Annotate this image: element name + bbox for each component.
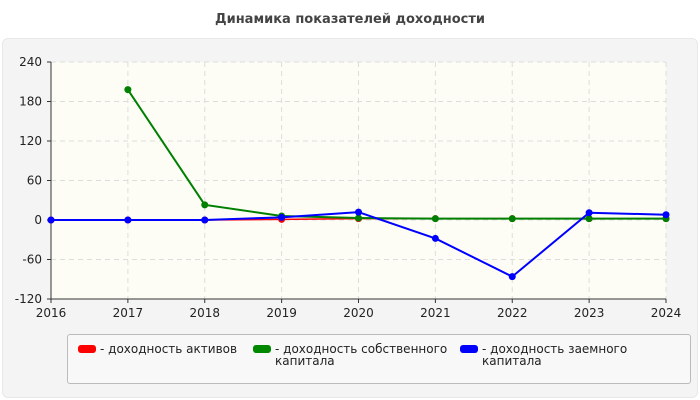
legend-label: - доходность собственного капитала <box>275 342 448 368</box>
legend-item-assets: - доходность активов <box>78 343 237 355</box>
y-tick-label: 120 <box>19 134 42 148</box>
data-point <box>124 216 132 224</box>
data-point <box>508 273 516 281</box>
data-point <box>431 234 439 242</box>
legend-label: - доходность активов <box>100 342 238 356</box>
data-point <box>355 214 362 222</box>
x-tick-label: 2020 <box>343 306 374 320</box>
data-point <box>47 216 55 224</box>
x-tick-label: 2021 <box>420 306 451 320</box>
legend: - доходность активов - доходность собств… <box>67 334 691 384</box>
x-tick-label: 2018 <box>189 306 220 320</box>
x-tick-label: 2022 <box>497 306 528 320</box>
data-point <box>662 211 670 219</box>
x-tick-label: 2019 <box>266 306 297 320</box>
y-tick-label: 0 <box>34 213 42 227</box>
chart-title: Динамика показателей доходности <box>215 12 485 27</box>
data-point <box>508 215 516 223</box>
y-tick-label: 180 <box>19 95 42 109</box>
legend-label: - доходность заемного капитала <box>482 342 628 368</box>
legend-swatch <box>253 345 271 353</box>
legend-swatch <box>78 345 96 353</box>
x-tick-label: 2024 <box>651 306 682 320</box>
data-point <box>201 201 209 209</box>
legend-swatch <box>460 345 478 353</box>
y-tick-label: 60 <box>27 174 42 188</box>
legend-item-debt: - доходность заемного капитала <box>460 343 640 367</box>
x-tick-label: 2023 <box>574 306 605 320</box>
y-tick-label: -60 <box>22 253 42 267</box>
data-point <box>201 216 209 224</box>
data-point <box>278 213 286 221</box>
y-tick-label: -120 <box>15 292 42 306</box>
data-point <box>124 86 132 94</box>
data-point <box>355 208 362 216</box>
data-point <box>431 215 439 223</box>
data-point <box>585 215 593 223</box>
x-tick-label: 2017 <box>113 306 144 320</box>
series-line <box>127 89 666 220</box>
x-tick-label: 2016 <box>36 306 67 320</box>
y-tick-label: 240 <box>19 55 42 69</box>
legend-item-equity: - доходность собственного капитала <box>253 343 453 367</box>
data-point <box>585 209 593 217</box>
